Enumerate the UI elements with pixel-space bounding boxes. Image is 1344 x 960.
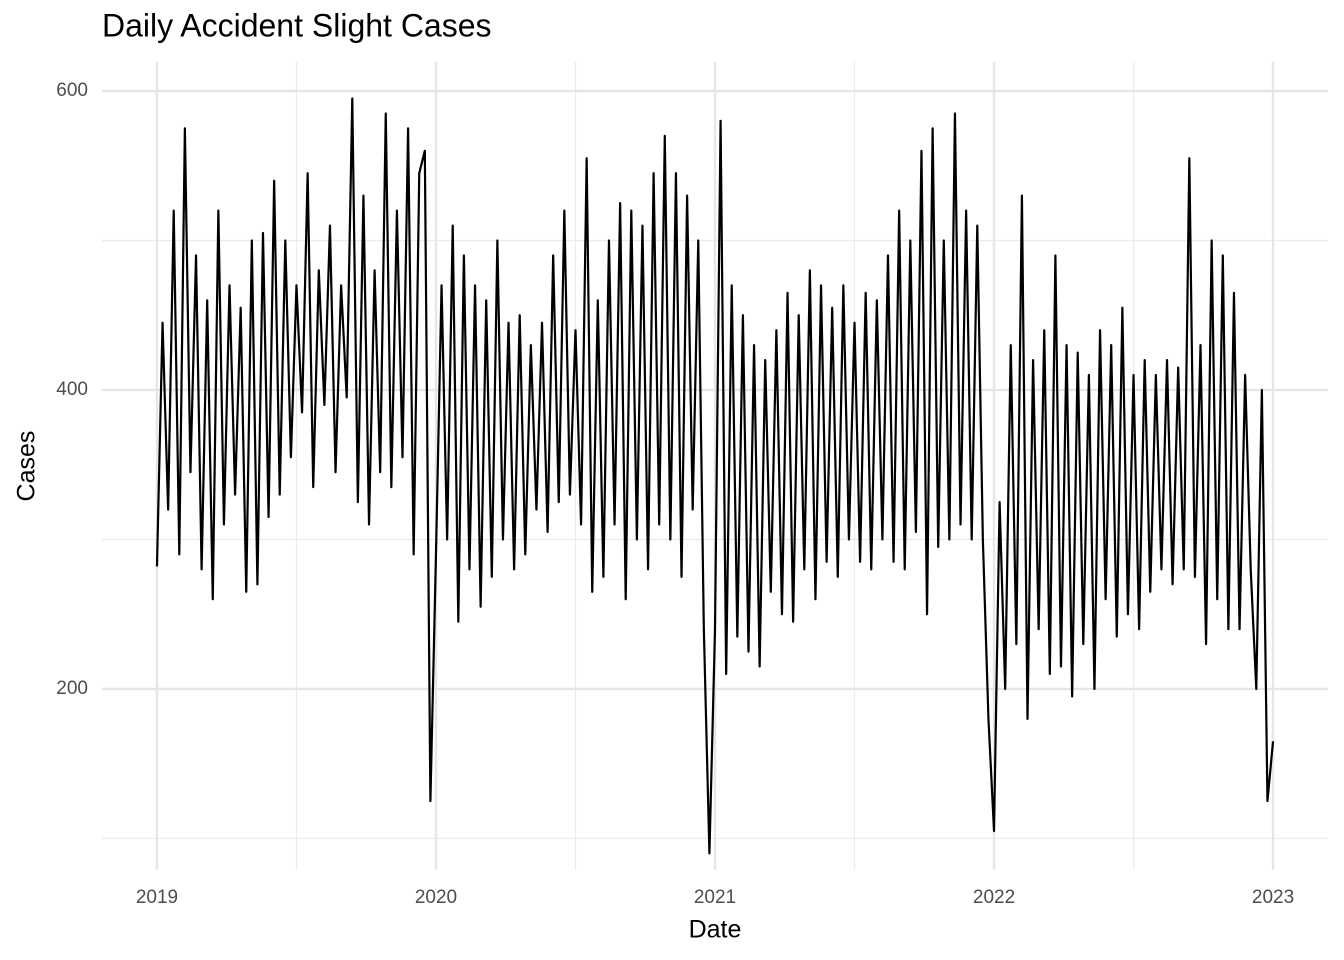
x-tick-label: 2022	[973, 887, 1015, 908]
x-tick-label: 2021	[694, 887, 736, 908]
y-tick-label: 600	[56, 80, 88, 101]
chart-title: Daily Accident Slight Cases	[102, 7, 492, 43]
x-tick-label: 2020	[415, 887, 457, 908]
y-tick-label: 200	[56, 678, 88, 699]
x-axis-label: Date	[689, 916, 742, 944]
x-tick-label: 2023	[1252, 887, 1294, 908]
y-tick-label: 400	[56, 379, 88, 400]
y-axis-label: Cases	[13, 431, 41, 502]
data-line	[155, 97, 1275, 855]
x-tick-label: 2019	[136, 887, 178, 908]
